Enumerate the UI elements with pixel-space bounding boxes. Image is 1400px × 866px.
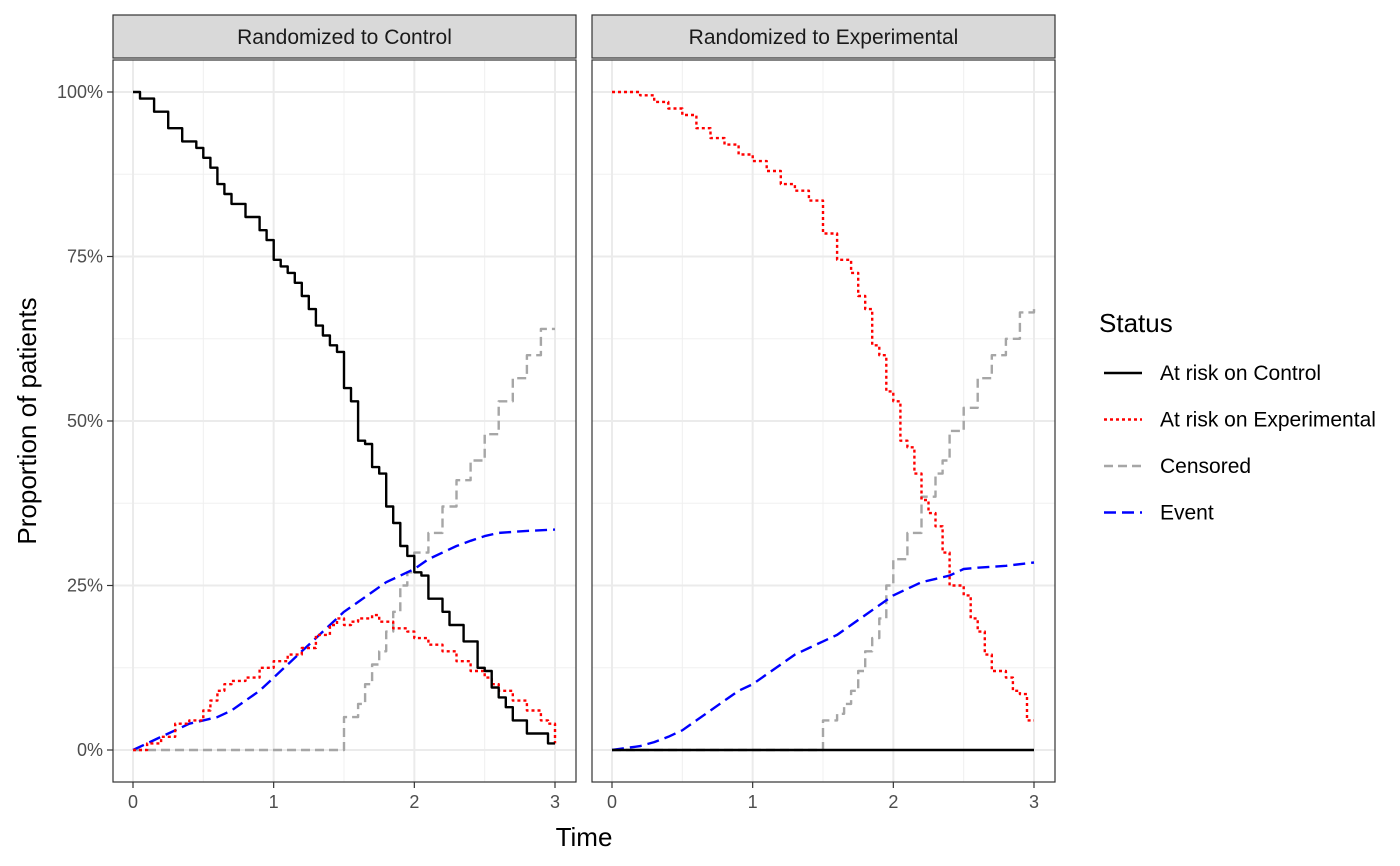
legend-label: Event: [1160, 502, 1214, 525]
series-at-risk-experimental: [133, 613, 557, 752]
panel-title: Randomized to Experimental: [689, 26, 959, 49]
legend-title: Status: [1099, 308, 1173, 338]
panel-strip: [591, 14, 1056, 59]
legend: Status At risk on Control At risk on Expe…: [1099, 308, 1376, 525]
x-tick-label: 1: [748, 792, 758, 812]
series-at-risk-experimental: [612, 90, 1034, 722]
y-tick-label: 75%: [67, 247, 103, 267]
y-tick-label: 50%: [67, 411, 103, 431]
panel-strip: [112, 14, 577, 59]
x-tick-label: 0: [128, 792, 138, 812]
panel-control: Randomized to Control 0 1 2 3: [112, 14, 577, 812]
y-tick-label: 100%: [57, 82, 103, 102]
x-tick-label: 2: [409, 792, 419, 812]
y-axis-title: Proportion of patients: [12, 297, 42, 544]
y-axis: 0% 25% 50% 75% 100%: [57, 82, 113, 760]
x-tick-label: 2: [888, 792, 898, 812]
legend-label: At risk on Control: [1160, 362, 1321, 385]
y-tick-label: 25%: [67, 576, 103, 596]
grid: [113, 60, 576, 782]
x-tick-label: 3: [1029, 792, 1039, 812]
x-tick-label: 3: [550, 792, 560, 812]
series-at-risk-control: [133, 90, 555, 745]
panel-experimental: Randomized to Experimental 0 1 2 3: [591, 14, 1056, 812]
series-event: [611, 561, 1035, 752]
x-axis-title: Time: [556, 822, 613, 852]
panel-title: Randomized to Control: [237, 26, 452, 49]
series-censored: [612, 309, 1036, 752]
x-tick-label: 0: [607, 792, 617, 812]
y-tick-label: 0%: [77, 740, 103, 760]
series-event: [132, 528, 556, 752]
legend-label: At risk on Experimental: [1160, 409, 1376, 432]
x-tick-label: 1: [269, 792, 279, 812]
legend-label: Censored: [1160, 455, 1251, 478]
panel-border: [591, 59, 1056, 783]
